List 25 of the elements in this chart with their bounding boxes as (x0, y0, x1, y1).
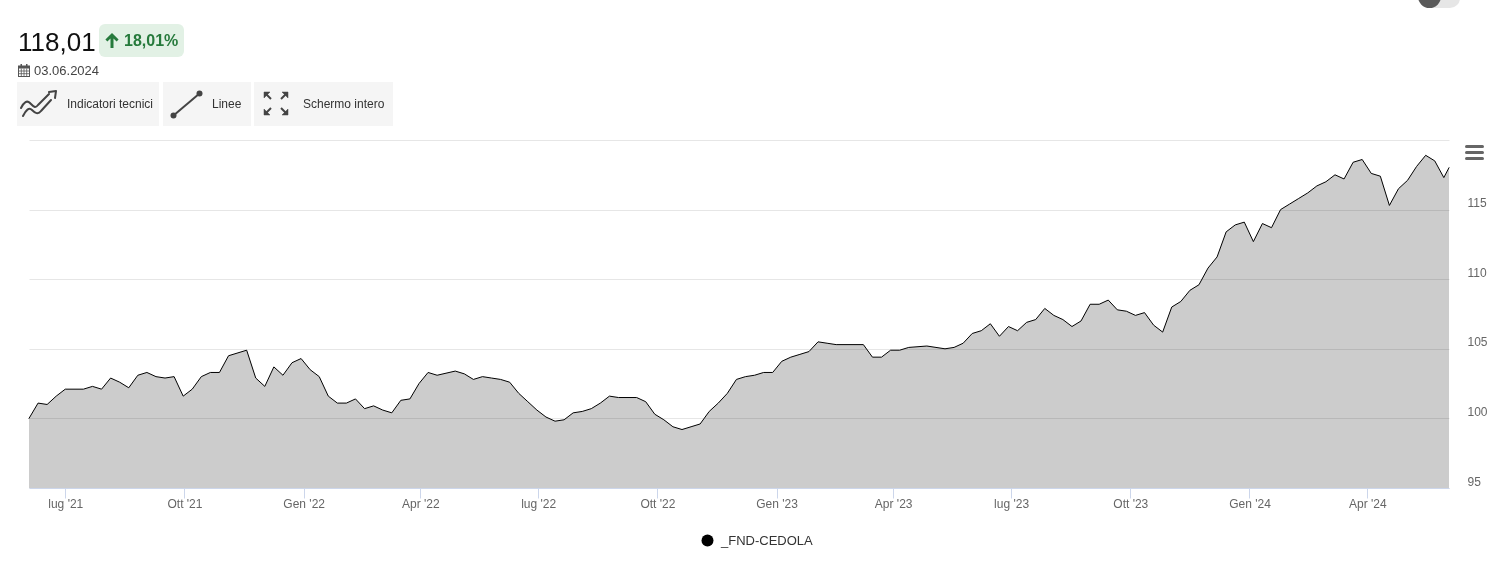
x-tick-label: Gen '22 (283, 496, 326, 511)
x-tick-label: Apr '22 (401, 496, 440, 511)
y-tick-label: 110 (1467, 265, 1487, 280)
y-tick-label: 115 (1467, 196, 1487, 211)
chart-title: 118,01 (18, 27, 96, 57)
y-tick-label: 95 (1467, 474, 1482, 489)
change-badge: 18,01% (99, 24, 185, 57)
x-tick-label: Ott '21 (167, 496, 203, 511)
x-tick-label: Gen '24 (1229, 496, 1272, 511)
fullscreen-button: Schermo intero (254, 82, 393, 126)
x-tick-label: Ott '22 (640, 496, 676, 511)
x-tick-label: Apr '23 (874, 496, 913, 511)
lines-button: Linee (163, 82, 251, 126)
x-tick-label: lug '23 (994, 496, 1030, 511)
y-tick-label: 100 (1467, 404, 1488, 419)
x-tick-label: lug '22 (521, 496, 557, 511)
legend-label: _FND-CEDOLA (720, 532, 814, 548)
y-tick-label: 105 (1467, 335, 1488, 350)
x-tick-label: Ott '23 (1113, 496, 1149, 511)
x-tick-label: Apr '24 (1349, 496, 1388, 511)
chart-subtitle: 18,01% (124, 31, 179, 50)
x-tick-label: Gen '23 (756, 496, 799, 511)
text: 03.06.2024 (34, 63, 100, 78)
x-tick-label: lug '21 (48, 496, 84, 511)
indicators-button: Indicatori tecnici (17, 82, 159, 126)
